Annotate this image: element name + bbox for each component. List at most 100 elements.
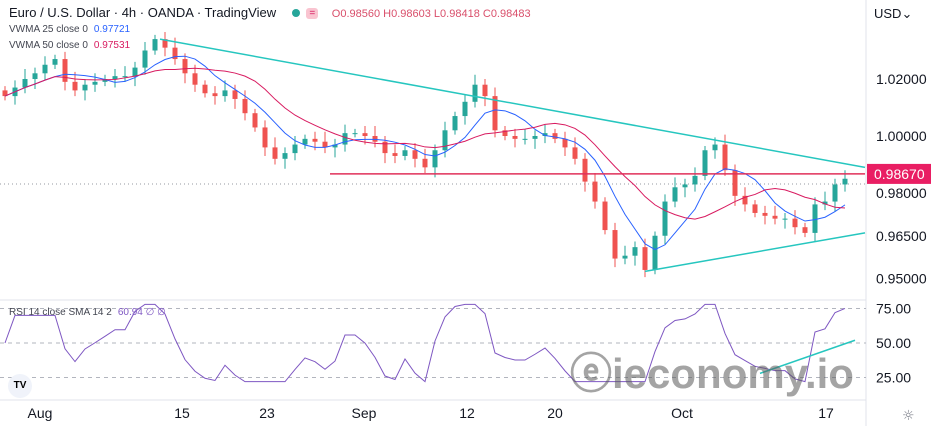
ohlc-values: O0.98560 H0.98603 L0.98418 C0.98483 [331, 8, 531, 20]
price-tick-label: 1.02000 [876, 71, 927, 87]
candle [572, 147, 578, 159]
candle [512, 136, 518, 139]
watermark-text: ieconomy.io [612, 350, 854, 397]
candle [92, 81, 98, 85]
rsi-value: 60.94 ∅ ∅ [117, 307, 166, 318]
price-tick-label: 0.95000 [876, 271, 927, 287]
candle [552, 133, 558, 139]
time-tick-label: Aug [28, 405, 53, 421]
candle [382, 141, 388, 154]
rsi-tick-label: 25.00 [876, 370, 911, 386]
candle [102, 79, 108, 82]
candle [2, 90, 8, 97]
rsi-tick-label: 75.00 [876, 301, 911, 317]
candle [332, 144, 338, 148]
candle [822, 201, 828, 205]
candle [62, 59, 68, 82]
price-tick-label: 0.96500 [876, 228, 927, 244]
candle [642, 247, 648, 270]
candle [712, 144, 718, 151]
candle [362, 133, 368, 136]
chart-legend: Euro / U.S. Dollar · 4h · OANDA · Tradin… [9, 5, 531, 20]
candle [532, 136, 538, 139]
current-price-label: 0.98670 [874, 166, 925, 182]
candle [252, 113, 258, 128]
rsi-trendline [759, 339, 856, 375]
vwma25-legend[interactable]: VWMA 25 close 0 0.97721 [9, 24, 130, 35]
candle [352, 133, 358, 135]
time-tick-label: 15 [174, 405, 190, 421]
candle [782, 218, 788, 220]
candle [622, 255, 628, 259]
candle [482, 84, 488, 97]
candle [582, 158, 588, 182]
tradingview-logo[interactable]: TV [8, 374, 32, 398]
candle [212, 93, 218, 97]
candle [172, 47, 178, 60]
candle [222, 90, 228, 97]
candle [672, 187, 678, 202]
candle [462, 101, 468, 117]
candle [272, 147, 278, 159]
time-tick-label: Oct [671, 405, 693, 421]
candle [732, 170, 738, 196]
vwma25-line [4, 55, 846, 251]
currency-selector[interactable]: USD⌄ [874, 6, 913, 21]
candle [632, 247, 638, 256]
vwma50-legend[interactable]: VWMA 50 close 0 0.97531 [9, 40, 130, 51]
candle [342, 133, 348, 145]
candle [832, 184, 838, 202]
candle [32, 73, 38, 79]
candle [522, 138, 528, 140]
candle [262, 127, 268, 148]
equals-icon[interactable]: = [306, 8, 319, 20]
vwma50-label: VWMA 50 close 0 [9, 40, 88, 51]
candle [662, 201, 668, 236]
settings-icon[interactable]: ☼ [902, 408, 915, 424]
vwma50-value: 0.97531 [93, 40, 131, 51]
price-tick-label: 0.98000 [876, 185, 927, 201]
candle [82, 84, 88, 91]
candle [492, 96, 498, 131]
candle [192, 73, 198, 85]
candle [422, 158, 428, 168]
rsi-tick-label: 50.00 [876, 335, 911, 351]
candle [162, 39, 168, 48]
candle [52, 59, 58, 65]
candle [502, 130, 508, 136]
rsi-legend[interactable]: RSI 14 close SMA 14 2 60.94 ∅ ∅ [9, 307, 166, 318]
candle [742, 195, 748, 205]
candle [792, 218, 798, 228]
vwma25-value: 0.97721 [93, 24, 131, 35]
candle [562, 138, 568, 148]
candle [402, 150, 408, 156]
rsi-label: RSI 14 close SMA 14 2 [9, 307, 112, 318]
candle [812, 204, 818, 233]
candle [652, 235, 658, 270]
candle [312, 138, 318, 142]
time-tick-label: 20 [547, 405, 563, 421]
candle [292, 144, 298, 154]
candle [752, 204, 758, 213]
time-tick-label: 23 [259, 405, 275, 421]
current-price-badge [867, 163, 931, 184]
candle [472, 84, 478, 102]
candle [602, 201, 608, 231]
candle [232, 90, 238, 99]
candle [302, 138, 308, 145]
candle [72, 81, 78, 91]
candle [542, 133, 548, 136]
candle [692, 175, 698, 185]
candle [842, 178, 848, 185]
candle [182, 59, 188, 74]
candle [702, 150, 708, 176]
candle [432, 150, 438, 168]
candle [412, 150, 418, 159]
candle [322, 141, 328, 148]
time-tick-label: 12 [459, 405, 475, 421]
candle [392, 153, 398, 156]
trendline [159, 38, 866, 169]
candle [762, 212, 768, 216]
candle [772, 215, 778, 219]
